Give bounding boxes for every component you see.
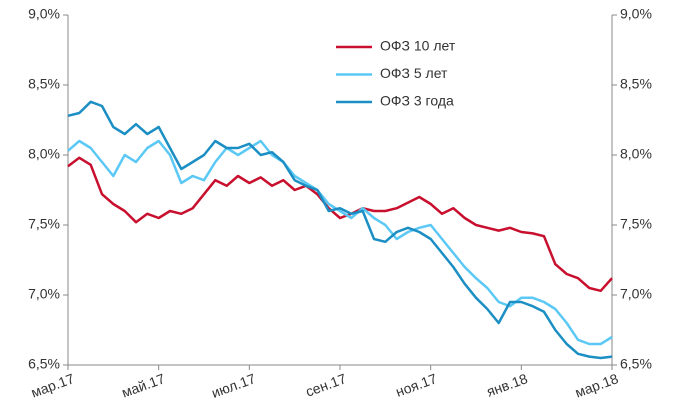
y2-tick-label: 7,0% (620, 286, 652, 302)
y2-tick-label: 9,0% (620, 6, 652, 22)
y2-tick-label: 8,0% (620, 146, 652, 162)
y2-tick-label: 8,5% (620, 76, 652, 92)
x-tick-label: май.17 (119, 370, 167, 400)
x-tick-label: июл.17 (209, 370, 258, 401)
y-tick-label: 8,5% (28, 76, 60, 92)
x-tick-label: сен.17 (303, 370, 348, 399)
legend-label: ОФЗ 10 лет (380, 38, 456, 54)
y-tick-label: 7,5% (28, 216, 60, 232)
y2-tick-label: 6,5% (620, 356, 652, 372)
y-tick-label: 8,0% (28, 146, 60, 162)
y-tick-label: 7,0% (28, 286, 60, 302)
y-tick-label: 9,0% (28, 6, 60, 22)
legend-label: ОФЗ 5 лет (380, 65, 448, 81)
x-tick-label: янв.18 (484, 370, 529, 400)
y2-tick-label: 7,5% (620, 216, 652, 232)
series-line (67, 139, 613, 346)
x-tick-label: мар.18 (573, 370, 621, 400)
series-line (67, 156, 613, 293)
series-line (67, 100, 613, 360)
x-tick-label: мар.17 (29, 370, 77, 400)
x-tick-label: ноя.17 (393, 370, 439, 400)
y-tick-label: 6,5% (28, 356, 60, 372)
legend-label: ОФЗ 3 года (380, 93, 454, 109)
